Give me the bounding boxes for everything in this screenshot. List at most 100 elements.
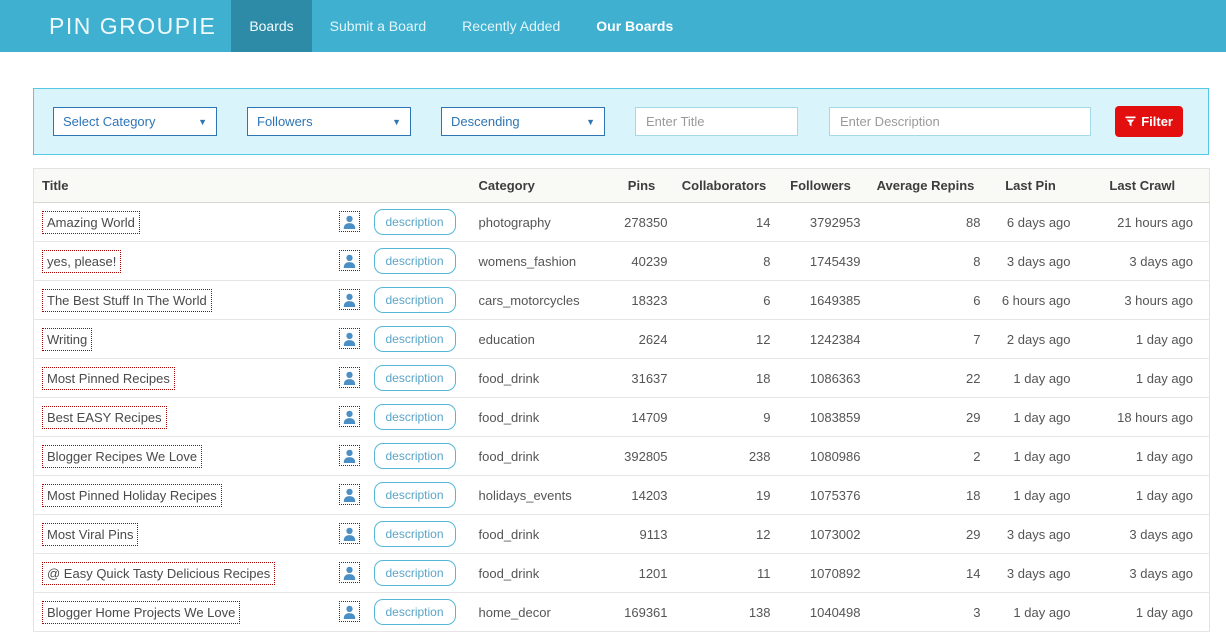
board-title-link[interactable]: Blogger Recipes We Love (42, 445, 202, 468)
last-crawl-cell: 1 day ago (1076, 359, 1210, 398)
person-icon[interactable] (339, 367, 360, 388)
funnel-icon (1125, 116, 1136, 127)
category-cell: food_drink (461, 437, 611, 476)
description-button[interactable]: description (374, 326, 456, 352)
title-cell: Most Pinned Recipes (34, 359, 331, 398)
board-title-link[interactable]: yes, please! (42, 250, 121, 273)
nav-item-our-boards[interactable]: Our Boards (578, 0, 691, 52)
chevron-down-icon: ▼ (392, 117, 401, 127)
description-button[interactable]: description (374, 248, 456, 274)
pins-cell: 278350 (611, 203, 673, 242)
description-button[interactable]: description (374, 482, 456, 508)
last-crawl-cell: 21 hours ago (1076, 203, 1210, 242)
description-cell: description (366, 320, 461, 359)
person-icon[interactable] (339, 445, 360, 466)
pins-cell: 9113 (611, 515, 673, 554)
description-button[interactable]: description (374, 287, 456, 313)
last-crawl-cell: 3 days ago (1076, 515, 1210, 554)
board-title-link[interactable]: Most Pinned Recipes (42, 367, 175, 390)
filter-button[interactable]: Filter (1115, 106, 1183, 137)
person-icon[interactable] (339, 562, 360, 583)
sort-field-select[interactable]: Followers ▼ (247, 107, 411, 136)
description-button[interactable]: description (374, 599, 456, 625)
category-cell: womens_fashion (461, 242, 611, 281)
board-title-link[interactable]: The Best Stuff In The World (42, 289, 212, 312)
board-title-link[interactable]: Most Viral Pins (42, 523, 138, 546)
chevron-down-icon: ▼ (586, 117, 595, 127)
person-icon[interactable] (339, 523, 360, 544)
collaborators-cell: 18 (673, 359, 776, 398)
description-input[interactable] (829, 107, 1091, 136)
person-icon[interactable] (339, 484, 360, 505)
board-title-link[interactable]: Best EASY Recipes (42, 406, 167, 429)
board-title-link[interactable]: Most Pinned Holiday Recipes (42, 484, 222, 507)
title-cell: Most Viral Pins (34, 515, 331, 554)
title-cell: @ Easy Quick Tasty Delicious Recipes (34, 554, 331, 593)
followers-cell: 1242384 (776, 320, 866, 359)
title-cell: Blogger Home Projects We Love (34, 593, 331, 632)
board-title-link[interactable]: Amazing World (42, 211, 140, 234)
last-crawl-cell: 18 hours ago (1076, 398, 1210, 437)
nav-item-submit-a-board[interactable]: Submit a Board (312, 0, 445, 52)
last-crawl-cell: 1 day ago (1076, 593, 1210, 632)
title-input[interactable] (635, 107, 798, 136)
category-select[interactable]: Select Category ▼ (53, 107, 217, 136)
last-crawl-cell: 3 hours ago (1076, 281, 1210, 320)
description-button[interactable]: description (374, 209, 456, 235)
title-cell: yes, please! (34, 242, 331, 281)
last-pin-cell: 3 days ago (986, 242, 1076, 281)
last-pin-cell: 1 day ago (986, 593, 1076, 632)
description-cell: description (366, 593, 461, 632)
person-icon[interactable] (339, 328, 360, 349)
brand-logo: PIN GROUPIE (0, 0, 231, 52)
column-header-last-crawl: Last Crawl (1076, 169, 1210, 203)
title-cell: Writing (34, 320, 331, 359)
last-pin-cell: 3 days ago (986, 554, 1076, 593)
category-cell: food_drink (461, 359, 611, 398)
followers-cell: 1073002 (776, 515, 866, 554)
collaborators-cell: 6 (673, 281, 776, 320)
description-button[interactable]: description (374, 521, 456, 547)
column-header-collaborators: Collaborators (673, 169, 776, 203)
nav-item-boards[interactable]: Boards (231, 0, 311, 52)
pins-cell: 169361 (611, 593, 673, 632)
followers-cell: 1080986 (776, 437, 866, 476)
pins-cell: 14203 (611, 476, 673, 515)
nav-item-recently-added[interactable]: Recently Added (444, 0, 578, 52)
person-icon[interactable] (339, 250, 360, 271)
followers-cell: 1745439 (776, 242, 866, 281)
person-icon[interactable] (339, 601, 360, 622)
table-row: Blogger Home Projects We Love descriptio… (34, 593, 1210, 632)
table-row: Most Viral Pins description food_drink 9… (34, 515, 1210, 554)
board-title-link[interactable]: Blogger Home Projects We Love (42, 601, 240, 624)
collaborator-icon-cell (331, 437, 366, 476)
category-select-value: Select Category (63, 114, 156, 129)
sort-order-select[interactable]: Descending ▼ (441, 107, 605, 136)
average-repins-cell: 8 (866, 242, 986, 281)
description-button[interactable]: description (374, 560, 456, 586)
average-repins-cell: 29 (866, 515, 986, 554)
last-crawl-cell: 1 day ago (1076, 476, 1210, 515)
collaborator-icon-cell (331, 515, 366, 554)
followers-cell: 1086363 (776, 359, 866, 398)
average-repins-cell: 22 (866, 359, 986, 398)
description-cell: description (366, 242, 461, 281)
board-title-link[interactable]: Writing (42, 328, 92, 351)
description-button[interactable]: description (374, 443, 456, 469)
column-header-followers: Followers (776, 169, 866, 203)
followers-cell: 1649385 (776, 281, 866, 320)
board-title-link[interactable]: @ Easy Quick Tasty Delicious Recipes (42, 562, 275, 585)
last-crawl-cell: 1 day ago (1076, 437, 1210, 476)
description-button[interactable]: description (374, 404, 456, 430)
person-icon[interactable] (339, 289, 360, 310)
person-icon[interactable] (339, 406, 360, 427)
collaborators-cell: 12 (673, 515, 776, 554)
column-header-title: Title (34, 169, 461, 203)
filter-panel: Select Category ▼ Followers ▼ Descending… (33, 88, 1209, 155)
column-header-last-pin: Last Pin (986, 169, 1076, 203)
description-button[interactable]: description (374, 365, 456, 391)
person-icon[interactable] (339, 211, 360, 232)
description-cell: description (366, 437, 461, 476)
average-repins-cell: 88 (866, 203, 986, 242)
last-crawl-cell: 3 days ago (1076, 242, 1210, 281)
